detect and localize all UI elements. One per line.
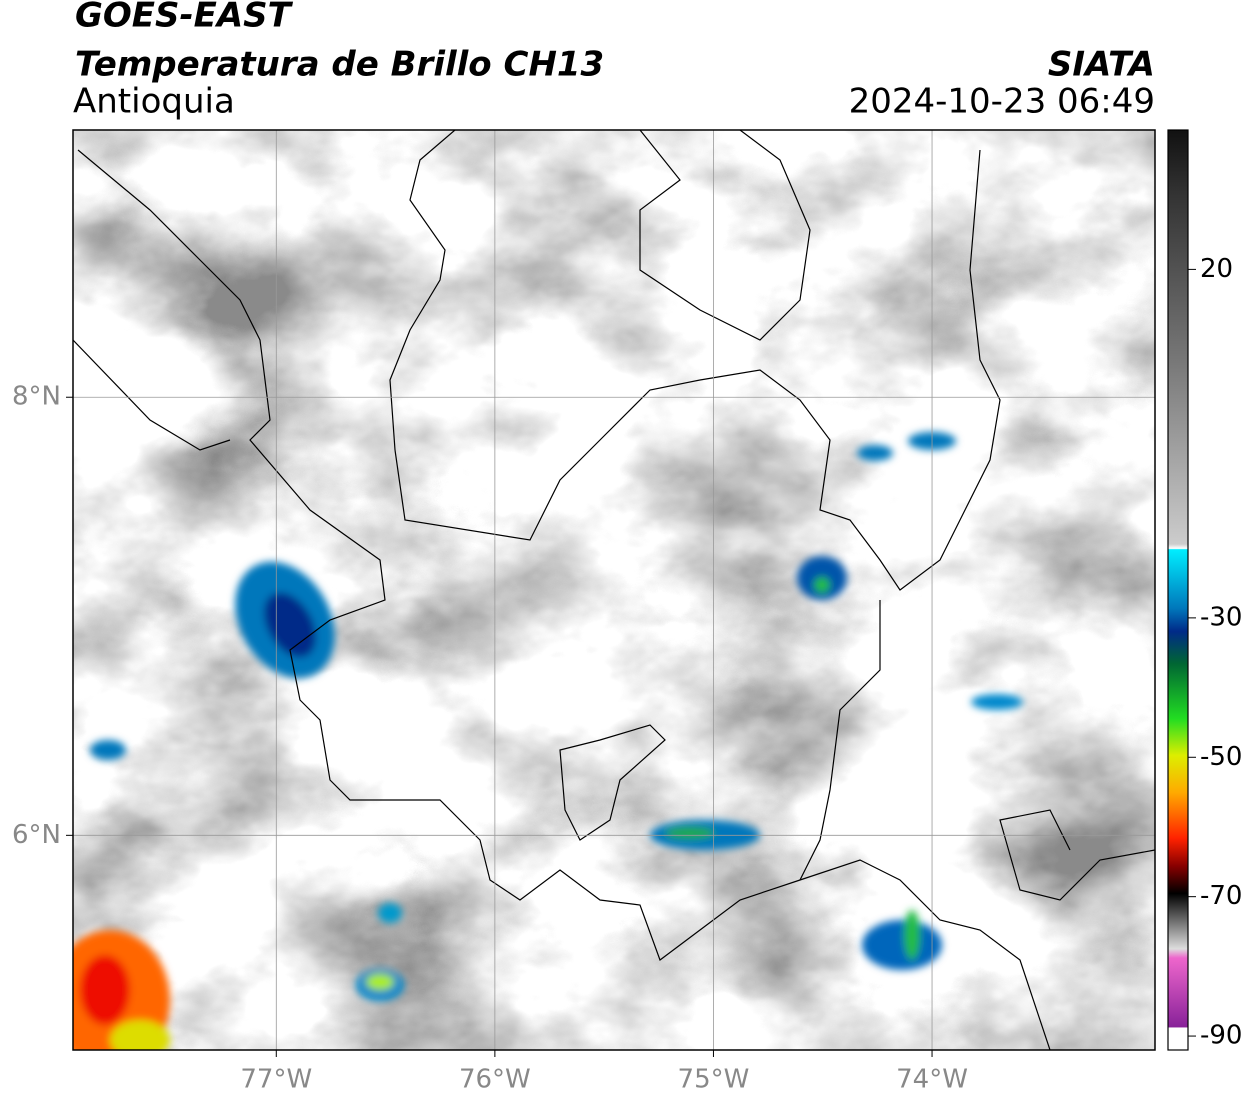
- region: Antioquia: [73, 82, 235, 122]
- source: SIATA: [1048, 45, 1155, 85]
- title: GOES-EAST: [75, 0, 294, 36]
- x-tick-label: 74°W: [896, 1065, 968, 1095]
- colorbar-tick-label: -50: [1200, 742, 1242, 772]
- colorbar-tick-label: -30: [1200, 602, 1242, 632]
- x-tick-label: 76°W: [459, 1065, 531, 1095]
- graticule: [73, 130, 1155, 1050]
- colorbar-tick-label: -90: [1200, 1021, 1242, 1051]
- subtitle: Temperatura de Brillo CH13: [75, 45, 604, 85]
- colorbar-tick-label: -70: [1200, 881, 1242, 911]
- datetime: 2024-10-23 06:49: [849, 82, 1155, 122]
- colorbar: [1167, 129, 1189, 1051]
- y-tick-label: 6°N: [12, 820, 61, 850]
- map-frame: [72, 129, 1156, 1051]
- x-tick-label: 77°W: [240, 1065, 312, 1095]
- map-image: [73, 130, 1155, 1050]
- y-tick-label: 8°N: [12, 382, 61, 412]
- borders: [73, 130, 1155, 1050]
- cloud-texture: [73, 130, 1155, 1050]
- cold-cloud-tops: [73, 432, 1023, 1050]
- x-tick-label: 75°W: [678, 1065, 750, 1095]
- colorbar-tick-label: 20: [1200, 254, 1233, 284]
